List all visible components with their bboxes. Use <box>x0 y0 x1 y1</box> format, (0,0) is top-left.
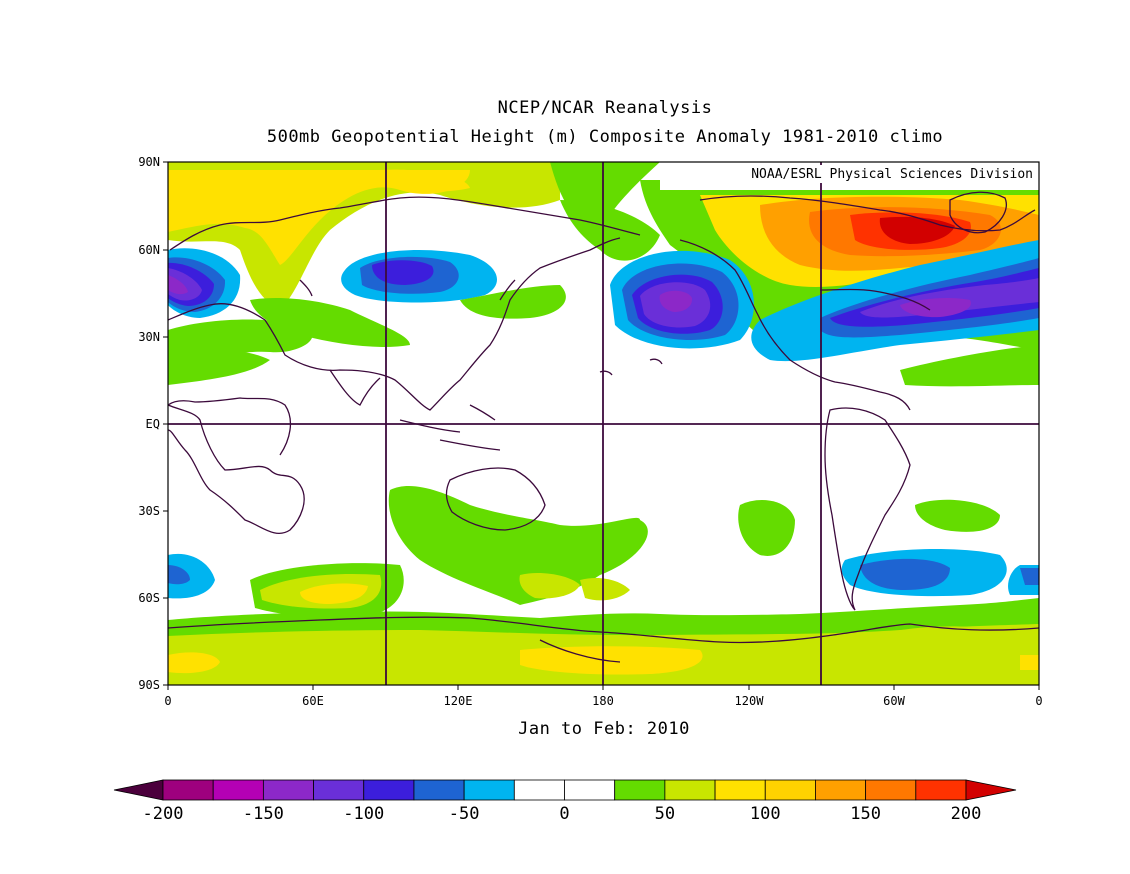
colorbar <box>113 779 1017 801</box>
lat-label: 90N <box>138 155 160 169</box>
colorbar-swatch <box>513 779 565 801</box>
lat-label: 90S <box>138 678 160 692</box>
credit-text: NOAA/ESRL Physical Sciences Division <box>751 167 1033 182</box>
colorbar-swatch <box>413 779 465 801</box>
colorbar-swatch <box>363 779 415 801</box>
colorbar-tick-label: 150 <box>850 804 881 824</box>
colorbar-labels: -200 -150 -100 -50 0 50 100 150 200 <box>143 804 982 824</box>
colorbar-right-arrow <box>965 779 1017 801</box>
colorbar-swatch <box>714 779 766 801</box>
colorbar-swatch <box>865 779 917 801</box>
credit-box <box>715 165 1036 183</box>
lon-label: 120W <box>735 694 765 708</box>
coastlines <box>168 191 1039 663</box>
colorbar-swatch <box>313 779 365 801</box>
colorbar-tick-label: 0 <box>559 804 569 824</box>
colorbar-swatch <box>212 779 264 801</box>
lon-label: 180 <box>592 694 614 708</box>
colorbar-tick-label: -200 <box>143 804 184 824</box>
lat-label: 30S <box>138 504 160 518</box>
colorbar-swatch <box>162 779 214 801</box>
colorbar-swatch <box>815 779 867 801</box>
period-label: Jan to Feb: 2010 <box>518 719 690 739</box>
lon-label: 60E <box>302 694 324 708</box>
lat-label: EQ <box>146 417 160 431</box>
colorbar-swatch <box>764 779 816 801</box>
colorbar-tick-label: 100 <box>750 804 781 824</box>
lon-label: 0 <box>164 694 171 708</box>
colorbar-tick-label: -50 <box>449 804 480 824</box>
colorbar-swatch <box>564 779 616 801</box>
chart-title: NCEP/NCAR Reanalysis <box>497 98 713 118</box>
colorbar-tick-label: 50 <box>655 804 675 824</box>
colorbar-swatch <box>614 779 666 801</box>
chart-subtitle: 500mb Geopotential Height (m) Composite … <box>266 127 944 147</box>
lon-label: 0 <box>1035 694 1042 708</box>
colorbar-swatch <box>664 779 716 801</box>
colorbar-swatch <box>262 779 314 801</box>
colorbar-swatch <box>463 779 515 801</box>
colorbar-tick-label: -150 <box>243 804 284 824</box>
grid-lines <box>168 162 1039 685</box>
lat-label: 30N <box>138 330 160 344</box>
lat-label: 60S <box>138 591 160 605</box>
lat-label: 60N <box>138 243 160 257</box>
colorbar-swatch <box>915 779 967 801</box>
lon-label: 60W <box>883 694 905 708</box>
lon-label: 120E <box>444 694 473 708</box>
lat-ticks <box>163 161 168 686</box>
colorbar-tick-label: -100 <box>343 804 384 824</box>
colorbar-left-arrow <box>113 779 164 801</box>
colorbar-tick-label: 200 <box>951 804 982 824</box>
lon-ticks <box>167 685 1040 690</box>
